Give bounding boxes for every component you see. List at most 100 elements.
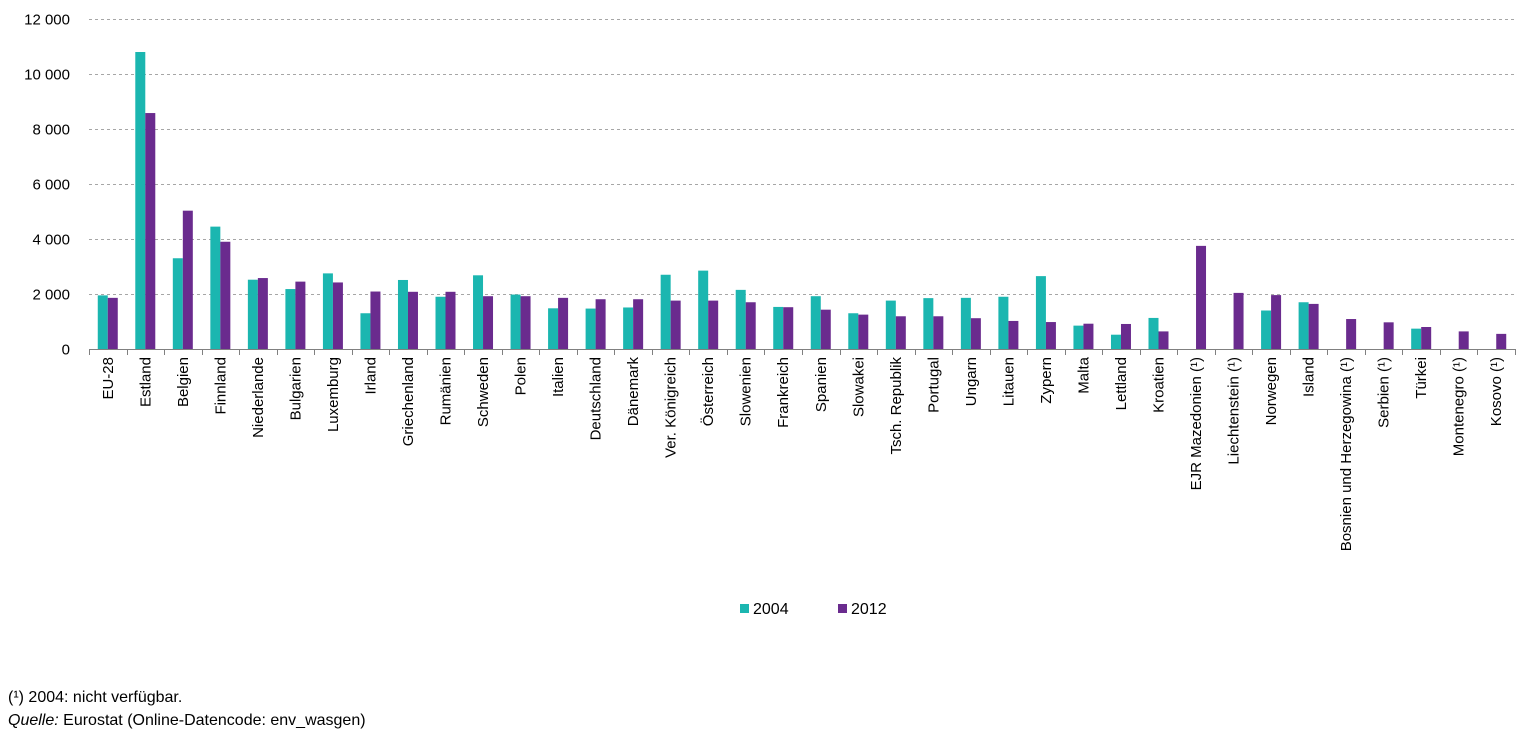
- x-tick-label: Litauen: [1000, 357, 1017, 406]
- x-tick-label: Bosnien und Herzegowina (¹): [1338, 357, 1355, 551]
- bar-2004: [1110, 334, 1121, 349]
- x-tick-label: Estland: [137, 357, 154, 407]
- bar-2012: [332, 282, 343, 349]
- bars: [97, 52, 1507, 349]
- x-tick-label: Italien: [550, 357, 567, 397]
- y-tick-label: 12 000: [24, 12, 70, 29]
- bar-2012: [407, 291, 418, 349]
- bar-2004: [1148, 317, 1159, 349]
- x-tick-label: Spanien: [813, 357, 830, 412]
- source-label: Quelle:: [8, 712, 59, 729]
- bar-2012: [1346, 319, 1357, 349]
- bar-2012: [1008, 320, 1019, 349]
- bar-2004: [247, 279, 258, 349]
- bar-2012: [1158, 331, 1169, 349]
- x-tick-label: Polen: [513, 357, 530, 395]
- legend-swatch-2012: [838, 604, 847, 613]
- bar-2012: [257, 278, 268, 349]
- bar-2012: [1120, 323, 1131, 349]
- bar-2012: [1233, 292, 1244, 349]
- x-tick-label: Tsch. Republik: [888, 357, 905, 455]
- legend: 2004 2012: [740, 601, 887, 618]
- x-tick-label: Bulgarien: [287, 357, 304, 420]
- bar-2004: [548, 308, 559, 349]
- bar-2012: [145, 113, 156, 349]
- source-note: Quelle: Eurostat (Online-Datencode: env_…: [8, 711, 366, 731]
- x-tick-label: Island: [1301, 357, 1318, 397]
- bar-2012: [558, 297, 569, 349]
- bar-2004: [623, 307, 634, 349]
- x-tick-label: Frankreich: [775, 357, 792, 428]
- y-tick-label: 2 000: [32, 287, 70, 304]
- footnote: (¹) 2004: nicht verfügbar.: [8, 689, 183, 706]
- x-tick-label: Slowakei: [850, 357, 867, 417]
- bar-2012: [445, 291, 456, 349]
- bar-2012: [1383, 322, 1394, 349]
- bar-2004: [322, 273, 333, 349]
- bar-2004: [660, 274, 671, 349]
- bar-2004: [210, 226, 221, 349]
- bar-2012: [370, 291, 381, 349]
- bar-2012: [745, 302, 756, 349]
- x-tick-label: Montenegro (¹): [1451, 357, 1468, 456]
- bar-2004: [135, 52, 146, 349]
- bar-2004: [735, 289, 746, 349]
- y-tick-label: 0: [62, 342, 70, 359]
- bar-2004: [473, 275, 484, 349]
- bar-2004: [510, 294, 521, 349]
- bar-2004: [1073, 325, 1084, 349]
- x-tick-label: EU-28: [100, 357, 117, 400]
- x-tick-label: Portugal: [925, 357, 942, 413]
- bar-2004: [998, 296, 1009, 349]
- x-tick-label: Türkei: [1413, 357, 1430, 399]
- bar-2004: [285, 289, 296, 349]
- x-tick-label: Luxemburg: [325, 357, 342, 432]
- bar-2012: [1083, 323, 1094, 349]
- bar-2012: [182, 210, 193, 349]
- bar-2012: [633, 299, 644, 349]
- legend-label-2012: 2012: [851, 601, 887, 618]
- y-tick-label: 4 000: [32, 232, 70, 249]
- bar-2012: [1045, 322, 1056, 349]
- bar-2012: [970, 318, 981, 349]
- bar-2012: [670, 300, 681, 349]
- x-tick-label: Deutschland: [588, 357, 605, 440]
- x-axis: EU-28 Estland Belgien Finnland Niederlande Bu…: [89, 349, 1516, 551]
- x-tick-label: Kosovo (¹): [1488, 357, 1505, 426]
- bar-2004: [810, 296, 821, 349]
- x-tick-label: Kroatien: [1151, 357, 1168, 413]
- bar-2004: [960, 297, 971, 349]
- bar-2012: [595, 299, 606, 349]
- x-tick-label: EJR Mazedonien (¹): [1188, 357, 1205, 490]
- bar-2004: [435, 296, 446, 349]
- bar-2004: [360, 313, 371, 349]
- bar-2012: [295, 281, 306, 349]
- bar-2012: [933, 316, 944, 349]
- bar-2004: [585, 308, 596, 349]
- bar-2004: [172, 258, 183, 349]
- bar-2004: [1035, 276, 1046, 349]
- bar-2004: [97, 295, 108, 349]
- y-tick-label: 6 000: [32, 177, 70, 194]
- bar-2012: [1271, 295, 1282, 349]
- bar-2012: [220, 241, 231, 349]
- legend-swatch-2004: [740, 604, 749, 613]
- x-tick-label: Schweden: [475, 357, 492, 427]
- x-tick-label: Belgien: [175, 357, 192, 407]
- bar-2012: [820, 309, 831, 349]
- x-tick-label: Liechtenstein (¹): [1226, 357, 1243, 465]
- x-tick-label: Irland: [362, 357, 379, 395]
- bar-2012: [895, 316, 906, 349]
- bar-2012: [783, 307, 794, 349]
- x-tick-label: Serbien (¹): [1376, 357, 1393, 428]
- bar-2004: [1411, 328, 1422, 349]
- bar-2004: [1261, 310, 1272, 349]
- bar-2004: [1298, 302, 1309, 349]
- bar-2012: [107, 297, 118, 349]
- bar-2004: [923, 298, 934, 349]
- x-tick-label: Zypern: [1038, 357, 1055, 404]
- x-tick-label: Lettland: [1113, 357, 1130, 410]
- bar-2012: [1308, 303, 1319, 349]
- bar-2004: [848, 313, 859, 349]
